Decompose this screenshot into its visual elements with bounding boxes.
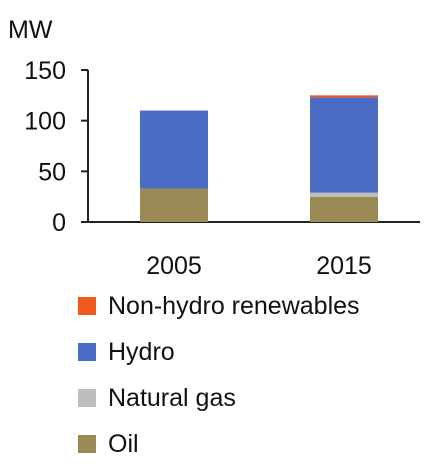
legend-swatch <box>78 389 96 407</box>
y-tick-label: 100 <box>24 108 66 136</box>
bar-segment-hydro-2005 <box>140 110 208 189</box>
bar-segment-natural-gas-2015 <box>310 192 378 197</box>
legend-swatch <box>78 343 96 361</box>
bar-segment-oil-2015 <box>310 196 378 222</box>
x-category-labels: 2005 2015 <box>146 252 372 280</box>
legend-swatch <box>78 297 96 315</box>
y-tick-label: 50 <box>38 158 66 186</box>
y-tick-label: 150 <box>24 57 66 85</box>
y-tick-labels: 0 50 100 150 <box>24 57 66 237</box>
y-tick-label: 0 <box>52 209 66 237</box>
x-category-label: 2005 <box>146 252 202 280</box>
legend-label: Non-hydro renewables <box>108 291 360 320</box>
legend-label: Hydro <box>108 337 175 366</box>
x-category-label: 2015 <box>316 252 372 280</box>
legend-label: Oil <box>108 429 139 458</box>
legend-label: Natural gas <box>108 383 236 412</box>
legend-item: Oil <box>78 421 423 465</box>
legend: Non-hydro renewables Hydro Natural gas Oil <box>78 283 423 465</box>
legend-swatch <box>78 435 96 453</box>
bars-layer <box>140 95 378 222</box>
y-axis-unit-label: MW <box>8 16 53 44</box>
legend-item: Hydro <box>78 329 423 375</box>
bar-segment-oil-2005 <box>140 188 208 222</box>
legend-item: Non-hydro renewables <box>78 283 423 329</box>
legend-item: Natural gas <box>78 375 423 421</box>
bar-segment-non-hydro-renewables-2015 <box>310 95 378 98</box>
bar-segment-hydro-2015 <box>310 97 378 193</box>
